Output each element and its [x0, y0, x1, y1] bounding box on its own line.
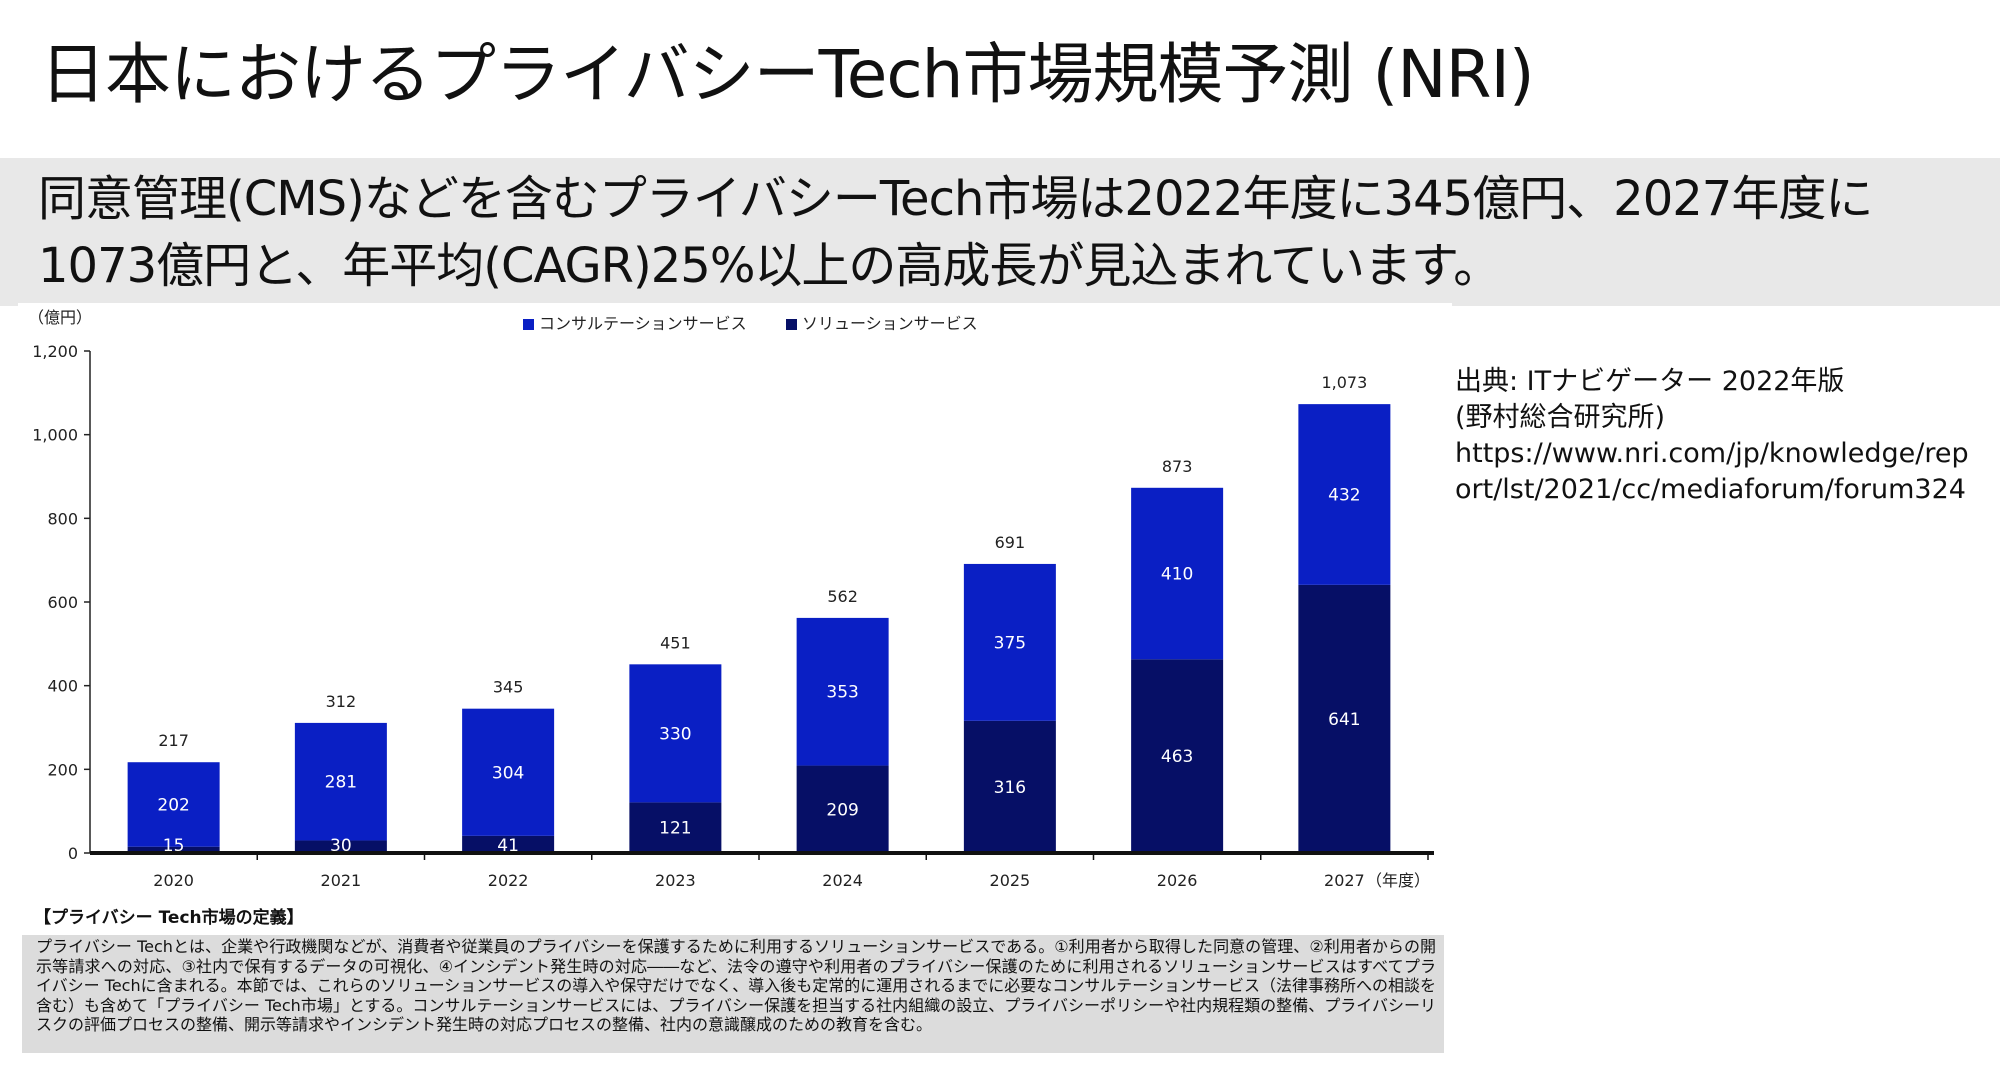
bar-consulting-2021: [294, 722, 387, 841]
chart-panel: コンサルテーションサービス ソリューションサービス （億円） 0 200 400 600 80…: [18, 303, 1452, 898]
data-label-consulting: 281: [325, 773, 357, 793]
data-label-solution: 209: [826, 800, 858, 820]
x-tick-label: 2022: [488, 871, 529, 890]
legend-swatch: [786, 319, 797, 330]
slide-title: 日本におけるプライバシーTech市場規模予測 (NRI): [40, 36, 1535, 113]
source-line-1: 出典: ITナビゲーター 2022年版: [1455, 366, 1845, 397]
x-tick-label: 2026: [1157, 871, 1198, 890]
data-label-consulting: 202: [157, 795, 189, 815]
y-axis-unit-label: （億円）: [28, 308, 92, 327]
bar-solution-2021: [294, 840, 387, 853]
bar-solution-2024: [796, 765, 889, 853]
data-label-total: 562: [827, 587, 858, 606]
bar-solution-2023: [629, 802, 722, 853]
bar-consulting-2025: [963, 563, 1056, 721]
y-tick-label: 600: [47, 593, 78, 612]
x-tick-label: 2021: [321, 871, 362, 890]
bar-consulting-2020: [127, 762, 220, 847]
data-label-solution: 316: [994, 778, 1026, 798]
x-tick-label: 2024: [822, 871, 863, 890]
definition-body: プライバシー Techとは、企業や行政機関などが、消費者や従業員のプライバシーを…: [36, 937, 1437, 1034]
source-line-2: (野村総合研究所): [1455, 402, 1666, 433]
bar-consulting-2023: [629, 664, 722, 803]
bar-consulting-2024: [796, 617, 889, 766]
bar-solution-2027: [1298, 584, 1391, 853]
definition-heading: 【プライバシー Tech市場の定義】: [34, 908, 304, 928]
bar-consulting-2027: [1298, 404, 1391, 585]
legend-swatch: [523, 319, 534, 330]
y-tick-label: 0: [68, 844, 78, 863]
data-label-consulting: 304: [492, 763, 524, 783]
subtitle-band: [0, 158, 2000, 306]
bar-solution-2025: [963, 720, 1056, 853]
data-label-total: 691: [995, 533, 1026, 552]
bar-consulting-2022: [462, 708, 555, 836]
bar-solution-2026: [1131, 659, 1224, 853]
data-label-consulting: 353: [826, 683, 858, 703]
data-label-solution: 641: [1328, 710, 1360, 730]
data-label-total: 217: [158, 731, 189, 750]
data-label-total: 451: [660, 633, 691, 652]
source-url[interactable]: https://www.nri.com/jp/knowledge/report/…: [1455, 438, 1969, 505]
data-label-solution: 463: [1161, 747, 1193, 767]
data-label-total: 345: [493, 678, 524, 697]
x-axis-unit-label: （年度）: [1366, 871, 1430, 890]
y-tick-label: 200: [47, 760, 78, 779]
y-tick-label: 400: [47, 677, 78, 696]
x-tick-label: 2027: [1324, 871, 1365, 890]
y-tick-label: 1,200: [32, 342, 78, 361]
bar-solution-2022: [462, 835, 555, 853]
data-label-consulting: 375: [994, 633, 1026, 653]
y-tick-label: 800: [47, 509, 78, 528]
x-tick-label: 2020: [153, 871, 194, 890]
bar-consulting-2026: [1131, 487, 1224, 660]
definition-box: [22, 935, 1444, 1053]
data-label-solution: 121: [659, 819, 691, 839]
stacked-bar-chart: コンサルテーションサービス ソリューションサービス （億円） 0 200 400 600 80…: [28, 308, 1434, 890]
legend-label: コンサルテーションサービス: [539, 314, 747, 333]
data-label-total: 312: [326, 692, 357, 711]
source-citation: 出典: ITナビゲーター 2022年版 (野村総合研究所) https://ww…: [1455, 364, 1975, 508]
bar-solution-2020: [127, 846, 220, 853]
legend-label: ソリューションサービス: [802, 314, 978, 333]
subtitle-text: 同意管理(CMS)などを含むプライバシーTech市場は2022年度に345億円、…: [38, 171, 1873, 294]
data-label-consulting: 410: [1161, 565, 1193, 585]
data-label-total: 873: [1162, 457, 1193, 476]
y-tick-label: 1,000: [32, 426, 78, 445]
data-label-consulting: 330: [659, 724, 691, 744]
x-tick-label: 2025: [990, 871, 1031, 890]
x-tick-label: 2023: [655, 871, 696, 890]
data-label-total: 1,073: [1321, 373, 1367, 392]
data-label-consulting: 432: [1328, 485, 1360, 505]
